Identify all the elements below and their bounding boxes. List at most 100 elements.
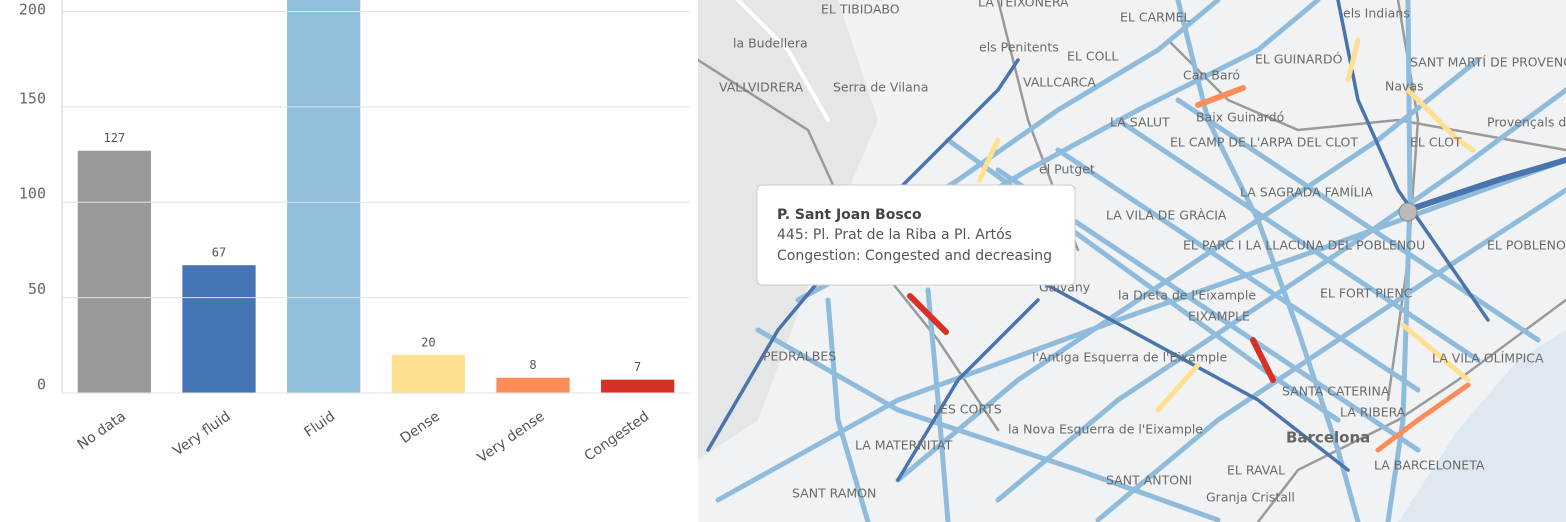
road	[736, 0, 830, 122]
roundabout	[1398, 202, 1418, 222]
road	[715, 157, 1566, 503]
map-label: LA SAGRADA FAMÍLIA	[1240, 185, 1373, 200]
map-label: PEDRALBES	[763, 349, 836, 364]
map-label: SANTA CATERINA	[1282, 384, 1390, 399]
road	[1345, 37, 1361, 83]
map-label: la Nova Esquerra de l'Eixample	[1008, 422, 1203, 437]
map-label: la Budellera	[733, 36, 808, 51]
y-tick-label: 0	[37, 376, 46, 394]
road	[1095, 187, 1566, 522]
road	[995, 87, 1566, 503]
map-label: EIXAMPLE	[1188, 309, 1250, 324]
road	[1400, 322, 1471, 383]
map-label: LA TEIXONERA	[978, 0, 1069, 10]
map-label: els Indians	[1343, 6, 1410, 21]
road	[755, 327, 1221, 522]
road	[1250, 337, 1276, 383]
map-label: LA VILA OLÍMPICA	[1432, 351, 1544, 366]
map-label: VALLCARCA	[1023, 75, 1096, 90]
map-label: EL RAVAL	[1227, 463, 1285, 478]
road	[1405, 157, 1566, 213]
map-label: EL CAMP DE L'ARPA DEL CLOT	[1170, 135, 1358, 150]
road	[1055, 147, 1421, 393]
road	[1166, 38, 1566, 152]
road	[896, 298, 1040, 482]
road	[1195, 85, 1246, 108]
map-label: SANT RAMON	[792, 486, 876, 501]
map-label: LA MATERNITAT	[855, 438, 953, 453]
y-tick-label: 50	[28, 280, 46, 298]
bar	[391, 354, 465, 393]
map-label: SANT ANTONI	[1106, 473, 1192, 488]
road	[907, 293, 949, 335]
x-tick-label: No data	[75, 408, 129, 453]
tooltip-title: P. Sant Joan Bosco	[777, 207, 922, 223]
bar	[496, 377, 570, 393]
x-tick-label: Very fluid	[170, 408, 233, 459]
road	[1115, 117, 1481, 363]
x-tick-label: Dense	[398, 408, 443, 446]
road	[925, 287, 951, 522]
map-label: EL COLL	[1067, 49, 1118, 64]
bar-chart: 0 50 100 150 200 No data 127 Very fluid 67 Fluid D…	[19, 0, 690, 466]
bar	[601, 379, 675, 393]
bar	[287, 0, 361, 393]
map-label: Navas	[1385, 79, 1424, 94]
x-tick-label: Very dense	[475, 408, 548, 466]
y-tick-label: 150	[19, 89, 46, 107]
bar	[182, 265, 256, 393]
map-label: LA BARCELONETA	[1374, 458, 1485, 473]
road	[1036, 278, 1350, 472]
map-label: EL TIBIDABO	[821, 2, 900, 17]
road	[1175, 97, 1541, 343]
map: EL TIBIDABO LA TEIXONERA EL CARMEL els I…	[698, 0, 1566, 522]
road	[1385, 0, 1413, 522]
x-tick-label: Congested	[582, 408, 653, 464]
road	[1256, 298, 1566, 522]
x-tick-label: Fluid	[302, 408, 339, 440]
road	[995, 167, 1421, 453]
road	[1336, 0, 1490, 322]
map-label: VALLVIDRERA	[719, 80, 803, 95]
sea	[1398, 330, 1566, 522]
map-label: EL CARMEL	[1120, 10, 1190, 25]
map-label: LA SALUT	[1110, 115, 1170, 130]
map-label: la Dreta de l'Eixample	[1118, 288, 1256, 303]
map-label: EL CLOT	[1410, 135, 1462, 150]
map-label: EL POBLENOU	[1487, 238, 1566, 253]
value-label: 8	[529, 358, 536, 372]
map-label: el Putget	[1039, 162, 1095, 177]
map-label: Can Baró	[1183, 68, 1240, 83]
y-tick-label: 100	[19, 185, 46, 203]
map-label: Serra de Vilana	[833, 80, 928, 95]
y-tick-label: 200	[19, 1, 46, 19]
map-label: SANT MARTÍ DE PROVENÇALS	[1410, 55, 1566, 70]
value-label: 20	[421, 335, 435, 349]
bar	[77, 150, 151, 393]
road	[1405, 87, 1476, 153]
map-label: LA VILA DE GRÀCIA	[1106, 208, 1227, 223]
map-label: EL GUINARDÓ	[1255, 52, 1343, 67]
road	[825, 297, 871, 522]
tooltip	[756, 184, 1076, 286]
map-label: LA RIBERA	[1340, 405, 1406, 420]
plot-area	[77, 0, 675, 393]
map-label: EL FORT PIENC	[1320, 286, 1413, 301]
tooltip-line: Congestion: Congested and decreasing	[777, 248, 1052, 264]
map-label: EL PARC I LA LLACUNA DEL POBLENOU	[1183, 238, 1425, 253]
value-label: 127	[103, 131, 125, 145]
map-label: Baix Guinardó	[1196, 110, 1284, 125]
road	[1155, 362, 1201, 413]
map-label: Granja Cristall	[1206, 490, 1295, 505]
map-label: els Penitents	[979, 40, 1059, 55]
value-label: 67	[212, 246, 226, 260]
road	[1375, 382, 1471, 453]
map-label: Provençals del	[1487, 115, 1566, 130]
map-label: Barcelona	[1286, 429, 1370, 447]
value-label: 7	[634, 360, 641, 374]
map-label: l'Antiga Esquerra de l'Eixample	[1032, 350, 1227, 365]
tooltip-line: 445: Pl. Prat de la Riba a Pl. Artós	[777, 227, 1012, 243]
road	[895, 57, 1481, 483]
road	[977, 137, 1001, 183]
